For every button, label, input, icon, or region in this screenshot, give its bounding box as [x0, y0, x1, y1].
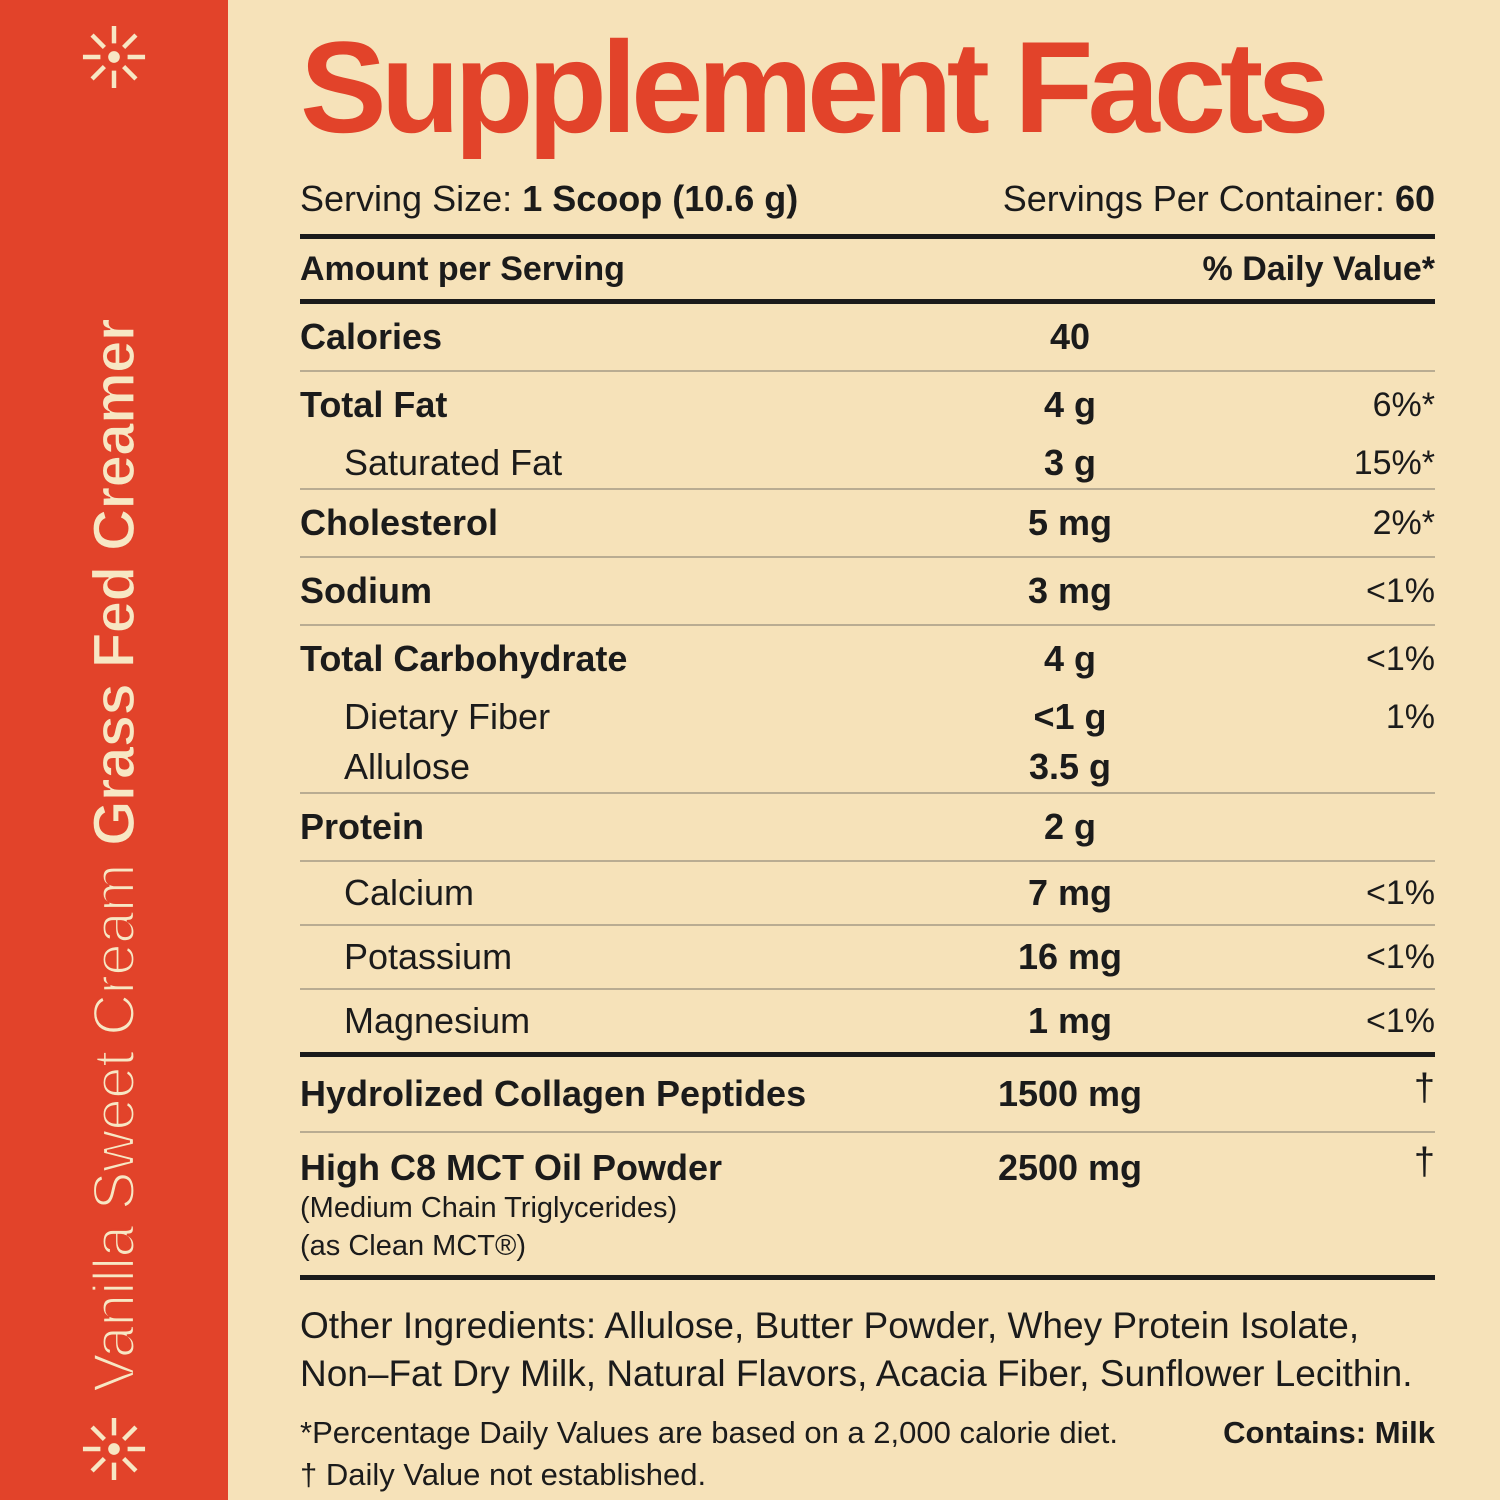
footnote-daily-value: *Percentage Daily Values are based on a …: [300, 1415, 1119, 1450]
row-amount: 7 mg: [1027, 872, 1113, 913]
row-amount: 16 mg: [1017, 936, 1123, 977]
row-label: Calcium: [344, 872, 475, 913]
label-body: Supplement Facts Serving Size: 1 Scoop (1…: [228, 0, 1500, 1500]
table-row-calcium: Calcium 7 mg <1%: [300, 862, 1435, 924]
dagger-symbol: †: [1413, 1141, 1435, 1183]
row-label: Magnesium: [344, 1000, 531, 1041]
table-row-saturated-fat: Saturated Fat 3 g 15%*: [300, 438, 1435, 488]
servings-per-container: Servings Per Container: 60: [1003, 178, 1435, 220]
serving-info: Serving Size: 1 Scoop (10.6 g) Servings P…: [300, 178, 1435, 220]
starburst-icon: [82, 25, 146, 89]
footnote-dagger: † Daily Value not established.: [300, 1457, 707, 1492]
row-amount: 3.5 g: [1028, 746, 1112, 787]
row-amount: 2500 mg: [997, 1147, 1143, 1188]
table-row-cholesterol: Cholesterol 5 mg 2%*: [300, 490, 1435, 556]
divider-thin: [300, 624, 1435, 626]
row-subnote: (Medium Chain Triglycerides): [300, 1192, 678, 1224]
table-row-potassium: Potassium 16 mg <1%: [300, 926, 1435, 988]
starburst-icon: [82, 1417, 146, 1481]
flavor-name: Vanilla Sweet Cream: [80, 863, 147, 1393]
row-label: Total Fat: [300, 384, 448, 425]
row-amount: 1 mg: [1027, 1000, 1113, 1041]
table-row-magnesium: Magnesium 1 mg <1%: [300, 990, 1435, 1052]
divider-thin: [300, 1131, 1435, 1133]
product-name: Grass Fed Creamer: [81, 318, 147, 846]
page-title: Supplement Facts: [300, 14, 1330, 160]
table-row-sodium: Sodium 3 mg <1%: [300, 558, 1435, 624]
divider-thin: [300, 488, 1435, 490]
row-dv: 15%*: [1353, 444, 1435, 482]
sidebar: Vanilla Sweet Cream Grass Fed Creamer: [0, 0, 228, 1500]
row-dv: 6%*: [1372, 386, 1435, 424]
row-label: Dietary Fiber: [344, 696, 551, 737]
divider-thin: [300, 988, 1435, 990]
row-dv: <1%: [1366, 1002, 1435, 1040]
row-label: Protein: [300, 806, 425, 847]
footnote-block: *Percentage Daily Values are based on a …: [300, 1412, 1118, 1496]
table-row-dietary-fiber: Dietary Fiber <1 g 1%: [300, 692, 1435, 742]
row-label: Sodium: [300, 570, 432, 611]
table-row-protein: Protein 2 g: [300, 794, 1435, 860]
row-label-block: High C8 MCT Oil Powder (Medium Chain Tri…: [300, 1147, 945, 1265]
divider-thick: [300, 299, 1435, 304]
row-amount: 4 g: [1043, 384, 1096, 425]
divider-thin: [300, 860, 1435, 862]
row-label: High C8 MCT Oil Powder: [300, 1147, 723, 1188]
row-label: Saturated Fat: [344, 442, 563, 483]
product-name-vertical: Vanilla Sweet Cream Grass Fed Creamer: [80, 318, 147, 1393]
row-dv: <1%: [1366, 938, 1435, 976]
row-dv: 2%*: [1372, 504, 1435, 542]
row-label: Calories: [300, 316, 443, 357]
row-subnote: (as Clean MCT®): [300, 1230, 527, 1262]
divider-thick: [300, 1275, 1435, 1280]
row-label: Hydrolized Collagen Peptides: [300, 1073, 807, 1114]
serving-size-label: Serving Size:: [300, 178, 513, 219]
contains-statement: Contains: Milk: [1223, 1415, 1435, 1450]
row-dv: <1%: [1366, 572, 1435, 610]
divider-thin: [300, 556, 1435, 558]
row-label: Potassium: [344, 936, 513, 977]
row-dv: <1%: [1366, 640, 1435, 678]
row-amount: 40: [1049, 316, 1091, 357]
row-dv: 1%: [1385, 698, 1435, 736]
row-amount: 3 mg: [1027, 570, 1113, 611]
row-label: Allulose: [344, 746, 471, 787]
divider-thick: [300, 1052, 1435, 1057]
vertical-rail: Vanilla Sweet Cream Grass Fed Creamer: [0, 0, 228, 1500]
amount-per-serving-header: Amount per Serving: [300, 250, 625, 288]
footnotes: *Percentage Daily Values are based on a …: [300, 1412, 1435, 1496]
table-row-collagen-peptides: Hydrolized Collagen Peptides 1500 mg †: [300, 1057, 1435, 1131]
daily-value-header: % Daily Value*: [1202, 250, 1435, 288]
dagger-symbol: †: [1413, 1067, 1435, 1109]
divider-thin: [300, 924, 1435, 926]
row-amount: 5 mg: [1027, 502, 1113, 543]
other-ingredients: Other Ingredients: Allulose, Butter Powd…: [300, 1305, 1413, 1394]
table-row-calories: Calories 40: [300, 304, 1435, 370]
serving-size-value: 1 Scoop (10.6 g): [522, 178, 799, 219]
row-label: Cholesterol: [300, 502, 499, 543]
column-headers: Amount per Serving % Daily Value*: [300, 239, 1435, 299]
row-amount: 3 g: [1043, 442, 1096, 483]
row-amount: 1500 mg: [997, 1073, 1143, 1114]
table-row-total-carbohydrate: Total Carbohydrate 4 g <1%: [300, 626, 1435, 692]
row-amount: 2 g: [1043, 806, 1096, 847]
row-dv: <1%: [1366, 874, 1435, 912]
divider-thin: [300, 370, 1435, 372]
row-amount: 4 g: [1043, 638, 1096, 679]
row-amount: <1 g: [1033, 696, 1107, 737]
servings-label: Servings Per Container:: [1002, 178, 1385, 219]
table-row-allulose: Allulose 3.5 g: [300, 742, 1435, 792]
serving-size: Serving Size: 1 Scoop (10.6 g): [300, 178, 798, 220]
table-row-total-fat: Total Fat 4 g 6%*: [300, 372, 1435, 438]
servings-value: 60: [1394, 178, 1435, 219]
divider-thick: [300, 234, 1435, 239]
table-row-mct-oil-powder: High C8 MCT Oil Powder (Medium Chain Tri…: [300, 1133, 1435, 1275]
divider-thin: [300, 792, 1435, 794]
row-label: Total Carbohydrate: [300, 638, 628, 679]
